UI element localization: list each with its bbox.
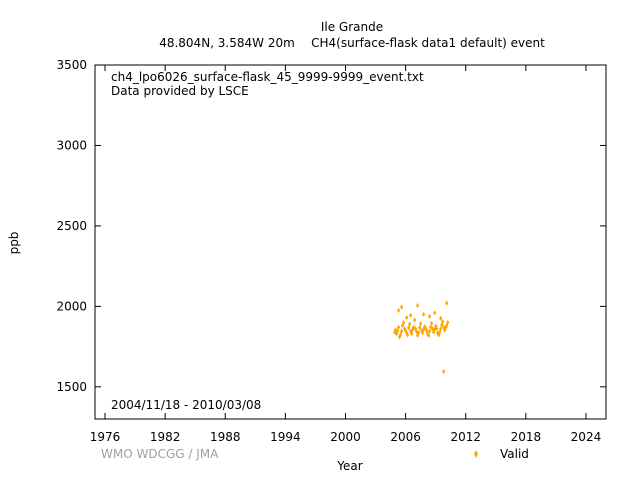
data-point (432, 329, 436, 335)
legend: Valid (474, 447, 529, 461)
data-point (445, 300, 449, 306)
data-point (393, 327, 398, 333)
data-point (400, 304, 404, 310)
data-point (439, 326, 443, 332)
x-tick-label: 1982 (150, 430, 181, 444)
data-point (428, 328, 432, 334)
x-tick-label: 2018 (511, 430, 542, 444)
data-point (416, 303, 420, 309)
data-point (414, 326, 418, 332)
data-point (427, 332, 431, 338)
legend-label-valid: Valid (500, 447, 529, 461)
data-point (433, 310, 437, 316)
data-point (406, 332, 410, 338)
data-point (400, 328, 404, 334)
data-point (434, 323, 438, 329)
x-tick-label: 1988 (210, 430, 241, 444)
data-point (446, 319, 450, 325)
data-point (417, 330, 421, 336)
y-axis: 1500 2000 2500 3000 3500 (56, 58, 606, 394)
data-point (405, 315, 409, 321)
x-tick-label: 1976 (90, 430, 121, 444)
data-point (442, 369, 446, 375)
data-point (392, 329, 397, 335)
data-point (441, 319, 445, 325)
data-point (408, 321, 412, 327)
data-point (421, 330, 425, 336)
data-point (395, 328, 400, 334)
data-point (409, 328, 413, 334)
data-filename: ch4_lpo6026_surface-flask_45_9999-9999_e… (111, 70, 424, 84)
data-point (429, 324, 433, 330)
data-point (402, 319, 406, 325)
data-point (396, 307, 401, 313)
data-point (419, 321, 423, 327)
chart-title-station: Ile Grande (321, 20, 383, 34)
y-tick-label: 3000 (56, 138, 87, 152)
x-tick-label: 2024 (571, 430, 602, 444)
data-point (401, 323, 405, 329)
x-tick-label: 2000 (330, 430, 361, 444)
data-point (438, 329, 442, 335)
data-point (409, 312, 413, 318)
data-point (422, 311, 426, 317)
data-point (433, 327, 437, 333)
data-point (424, 325, 428, 331)
y-axis-label: ppb (7, 232, 21, 255)
x-tick-label: 1994 (270, 430, 301, 444)
y-tick-label: 2000 (56, 299, 87, 313)
chart-title-location: 48.804N, 3.584W 20m (159, 36, 295, 50)
chart-title-series: CH4(surface-flask data1 default) event (311, 36, 545, 50)
data-point (428, 313, 432, 319)
data-point (418, 325, 422, 331)
date-range: 2004/11/18 - 2010/03/08 (111, 398, 261, 412)
data-provider: Data provided by LSCE (111, 84, 249, 98)
x-tick-label: 2012 (450, 430, 481, 444)
data-point (442, 324, 446, 330)
data-points (392, 300, 450, 375)
data-point (439, 315, 443, 321)
data-point (435, 326, 439, 332)
data-point (416, 332, 420, 338)
data-point (410, 331, 414, 337)
y-tick-label: 3500 (56, 58, 87, 72)
data-point (440, 322, 444, 328)
y-tick-label: 1500 (56, 380, 87, 394)
x-tick-label: 2006 (390, 430, 421, 444)
legend-marker (474, 450, 478, 458)
credit-label: WMO WDCGG / JMA (101, 447, 219, 461)
x-axis: 1976 1982 1988 1994 2000 2006 2012 2018 2024 (90, 65, 601, 444)
data-point (425, 328, 429, 334)
plot-frame (94, 64, 607, 420)
data-point (396, 324, 401, 330)
y-tick-label: 2500 (56, 219, 87, 233)
data-point (407, 325, 411, 331)
data-point (422, 326, 426, 332)
data-point (430, 320, 434, 326)
data-point (426, 331, 430, 337)
data-point (413, 317, 417, 323)
x-axis-label: Year (336, 459, 362, 473)
